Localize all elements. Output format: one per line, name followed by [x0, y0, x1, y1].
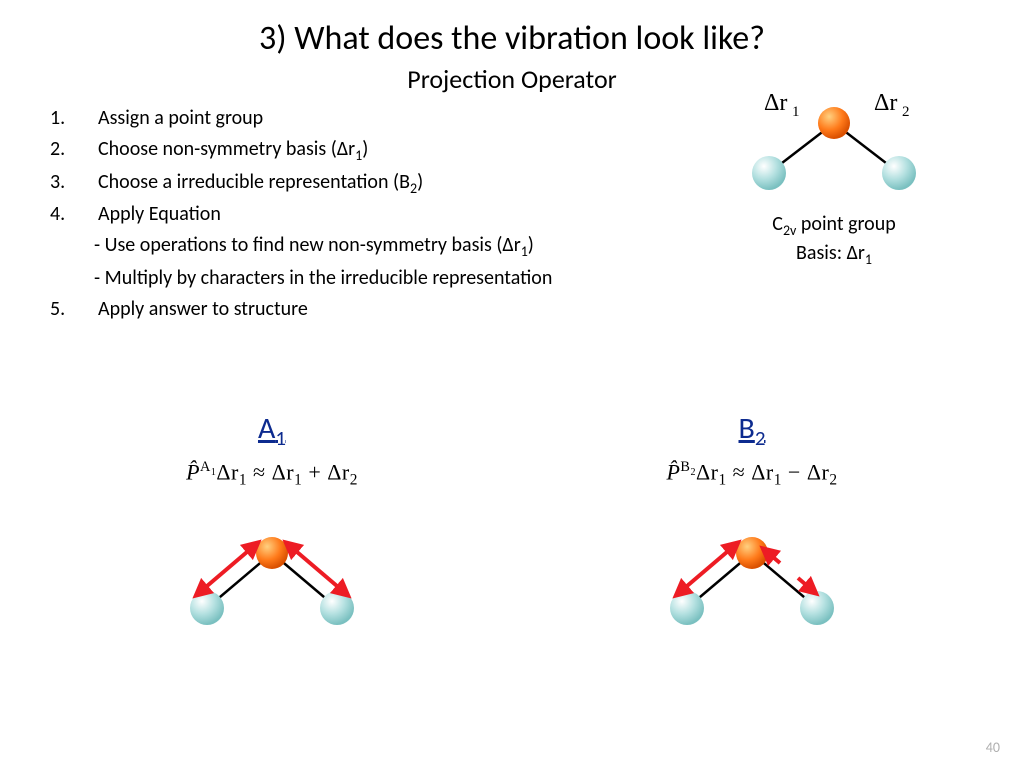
step-4-text: Apply Equation: [98, 202, 221, 226]
step-5-text: Apply answer to structure: [98, 297, 308, 321]
mode-a1-block: A1 P̂A1Δr1 ≈ Δr1 + Δr2: [92, 410, 452, 643]
step-4-num: 4.: [50, 199, 80, 230]
mode-b2-block: B2 P̂B2Δr1 ≈ Δr1 − Δr2: [572, 410, 932, 643]
slide-title: 3) What does the vibration look like?: [50, 18, 974, 59]
step-5: 5. Apply answer to structure: [50, 294, 974, 325]
mode-b2-svg: [632, 508, 872, 638]
steps-list-cont: 5. Apply answer to structure: [50, 294, 974, 325]
top-molecule-block: Δr 1 Δr 2 C2v point group Basis: Δr1: [704, 88, 964, 269]
page-number: 40: [986, 739, 1000, 756]
step-1-text: Assign a point group: [98, 106, 263, 130]
step-3-num: 3.: [50, 167, 80, 198]
step-2-num: 2.: [50, 134, 80, 165]
svg-text:2: 2: [902, 104, 910, 120]
mode-a1-label: A1: [92, 410, 452, 451]
step-1-num: 1.: [50, 103, 80, 134]
mode-a1-svg: [152, 508, 392, 638]
step-2-text: Choose non-symmetry basis (Δr1): [98, 137, 368, 161]
modes-row: A1 P̂A1Δr1 ≈ Δr1 + Δr2 B2 P̂B2Δr1 ≈ Δr1 …: [0, 410, 1024, 643]
mode-b2-equation: P̂B2Δr1 ≈ Δr1 − Δr2: [572, 459, 932, 490]
svg-text:Δr: Δr: [874, 90, 897, 116]
svg-text:Δr: Δr: [764, 90, 787, 116]
mode-a1-equation: P̂A1Δr1 ≈ Δr1 + Δr2: [92, 459, 452, 490]
top-caption: C2v point group Basis: Δr1: [704, 211, 964, 269]
svg-text:1: 1: [792, 104, 800, 120]
mode-b2-label: B2: [572, 410, 932, 451]
step-5-num: 5.: [50, 294, 80, 325]
molecule-top-svg: Δr 1 Δr 2: [714, 88, 954, 198]
step-3-text: Choose a irreducible representation (B2): [98, 170, 423, 194]
